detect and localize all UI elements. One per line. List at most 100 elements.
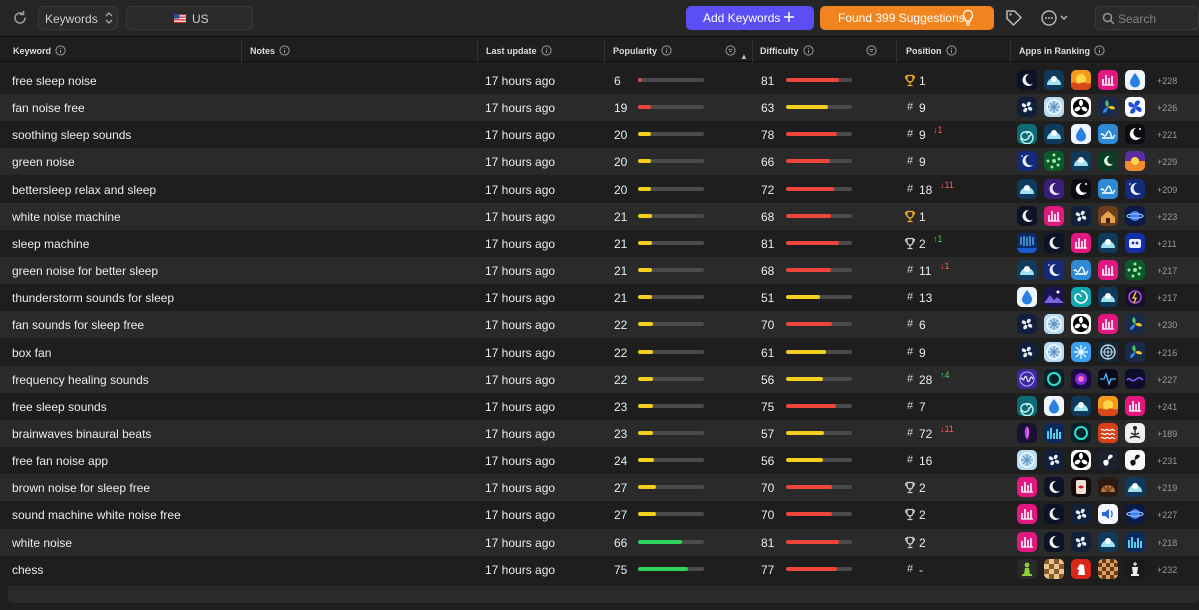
mountain-night-app-icon[interactable] (1044, 287, 1064, 308)
column-last-update[interactable]: Last update (473, 40, 605, 62)
table-row[interactable]: thunderstorm sounds for sleep 17 hours ag… (0, 284, 1199, 312)
sunset-waves-app-icon[interactable] (1071, 70, 1091, 90)
speaker-blue-app-icon[interactable] (1098, 504, 1118, 525)
pawn-green-app-icon[interactable] (1017, 558, 1037, 579)
fan-bw-app-icon[interactable] (1071, 314, 1091, 335)
table-row[interactable]: soothing sleep sounds 17 hours ago 20 78 #9 ↓… (0, 121, 1199, 149)
info-icon[interactable] (802, 45, 814, 56)
fan-dark-app-icon[interactable] (1017, 341, 1037, 362)
found-suggestions-button[interactable]: Found 399 Suggestions (820, 6, 994, 30)
robot-blue-app-icon[interactable] (1125, 232, 1145, 253)
sleepcast-app-icon[interactable] (1071, 395, 1091, 416)
king-dark-app-icon[interactable] (1125, 558, 1145, 579)
wave-neon-app-icon[interactable] (1125, 368, 1145, 389)
info-icon[interactable] (279, 45, 290, 56)
white-noise-pink-app-icon[interactable] (1071, 232, 1091, 253)
table-row[interactable]: fan noise free 17 hours ago 19 63 #9 +226 (0, 94, 1199, 122)
white-noise-pink-app-icon[interactable] (1125, 395, 1145, 416)
column-apps-in-ranking[interactable]: Apps in Ranking (1006, 40, 1199, 62)
white-noise-pink-app-icon[interactable] (1098, 314, 1118, 335)
sleepcast-app-icon[interactable] (1017, 178, 1037, 199)
moon-navy-app-icon[interactable] (1125, 178, 1145, 199)
country-select[interactable]: US (126, 6, 253, 30)
swirl-teal-app-icon[interactable] (1071, 287, 1091, 308)
white-noise-pink-app-icon[interactable] (1044, 205, 1064, 226)
moon-star-dark-app-icon[interactable] (1125, 124, 1145, 145)
moon-green-app-icon[interactable] (1098, 151, 1118, 172)
search-input[interactable] (1118, 11, 1196, 27)
sleepcast-app-icon[interactable] (1098, 287, 1118, 308)
column-popularity[interactable]: Popularity ▲ (600, 40, 753, 62)
info-icon[interactable] (1094, 45, 1105, 56)
add-keywords-button[interactable]: Add Keywords (686, 6, 814, 30)
white-noise-pink-app-icon[interactable] (1098, 260, 1118, 281)
bettersleep-drop-app-icon[interactable] (1044, 395, 1064, 416)
table-row[interactable]: white noise machine 17 hours ago 21 68 1 +223 (0, 202, 1199, 230)
figure-purple-app-icon[interactable] (1017, 422, 1037, 443)
bettersleep-drop-app-icon[interactable] (1071, 124, 1091, 145)
fan-dark-app-icon[interactable] (1044, 450, 1064, 471)
sleep-moon-app-icon[interactable] (1044, 504, 1064, 525)
fan-dark-app-icon[interactable] (1017, 314, 1037, 335)
sleepcast-app-icon[interactable] (1071, 151, 1091, 172)
fan-dark-app-icon[interactable] (1017, 97, 1037, 118)
table-row[interactable]: box fan 17 hours ago 22 61 #9 +216 (0, 338, 1199, 366)
mode-select[interactable]: Keywords (38, 6, 118, 30)
table-row[interactable]: sound machine white noise free 17 hours a… (0, 501, 1199, 529)
snowflake-fan-app-icon[interactable] (1044, 97, 1064, 118)
column-keyword[interactable]: Keyword (0, 40, 242, 62)
fan-blue-app-icon[interactable] (1125, 97, 1145, 118)
fan-bw-app-icon[interactable] (1071, 450, 1091, 471)
filter-icon[interactable] (866, 45, 877, 56)
fan-dark-app-icon[interactable] (1071, 504, 1091, 525)
board-wood-app-icon[interactable] (1044, 558, 1064, 579)
table-row[interactable]: bettersleep relax and sleep 17 hours ago 2… (0, 175, 1199, 203)
white-noise-pink-app-icon[interactable] (1017, 504, 1037, 525)
fan-dark-app-icon[interactable] (1071, 205, 1091, 226)
table-row[interactable]: free fan noise app 17 hours ago 24 56 #16 +23… (0, 447, 1199, 475)
table-row[interactable]: brown noise for sleep free 17 hours ago 27… (0, 474, 1199, 502)
sleep-moon-app-icon[interactable] (1017, 205, 1037, 226)
knight-red-app-icon[interactable] (1071, 558, 1091, 579)
sleep-moon-app-icon[interactable] (1044, 531, 1064, 552)
table-row[interactable]: green noise for better sleep 17 hours ago… (0, 257, 1199, 285)
table-row[interactable]: fan sounds for sleep free 17 hours ago 22 7… (0, 311, 1199, 339)
sleepcast-app-icon[interactable] (1044, 70, 1064, 90)
moon-star-dark-app-icon[interactable] (1071, 178, 1091, 199)
white-noise-pink-app-icon[interactable] (1098, 70, 1118, 90)
white-noise-pink-app-icon[interactable] (1017, 477, 1037, 498)
meditation-light-app-icon[interactable] (1125, 422, 1145, 443)
rain-blue-app-icon[interactable] (1017, 232, 1037, 253)
info-icon[interactable] (55, 45, 66, 56)
shell-brown-app-icon[interactable] (1098, 477, 1118, 498)
fan-ring-app-icon[interactable] (1098, 341, 1118, 362)
wave-blue-app-icon[interactable] (1098, 124, 1118, 145)
filter-icon[interactable] (725, 45, 736, 56)
horizontal-scrollbar[interactable] (8, 586, 1199, 603)
wave-purple-app-icon[interactable] (1017, 368, 1037, 389)
lips-dark-app-icon[interactable] (1071, 477, 1091, 498)
wave-blue-app-icon[interactable] (1098, 178, 1118, 199)
fan-bw-app-icon[interactable] (1071, 97, 1091, 118)
table-row[interactable]: chess 17 hours ago 75 77 # - +232 (0, 555, 1199, 583)
leaf-fan-app-icon[interactable] (1125, 341, 1145, 362)
wave-orange-app-icon[interactable] (1098, 422, 1118, 443)
ring-teal-app-icon[interactable] (1071, 422, 1091, 443)
spiral-teal-app-icon[interactable] (1017, 124, 1037, 145)
sleepcast-app-icon[interactable] (1098, 531, 1118, 552)
table-row[interactable]: free sleep sounds 17 hours ago 23 75 #7 +241 (0, 392, 1199, 420)
equalizer-blue-app-icon[interactable] (1125, 531, 1145, 552)
sleep-moon-app-icon[interactable] (1044, 232, 1064, 253)
green-dots-app-icon[interactable] (1125, 260, 1145, 281)
sleepcast-app-icon[interactable] (1044, 124, 1064, 145)
snowflake-fan-app-icon[interactable] (1017, 450, 1037, 471)
table-row[interactable]: green noise 17 hours ago 20 66 #9 +229 (0, 148, 1199, 176)
table-row[interactable]: frequency healing sounds 17 hours ago 22 56… (0, 365, 1199, 393)
info-icon[interactable] (540, 45, 552, 56)
refresh-icon[interactable] (10, 8, 30, 28)
column-difficulty[interactable]: Difficulty (747, 40, 897, 62)
planet-blue-app-icon[interactable] (1125, 205, 1145, 226)
storm-dark-app-icon[interactable] (1125, 287, 1145, 308)
board-brown-app-icon[interactable] (1098, 558, 1118, 579)
sunset-waves-app-icon[interactable] (1098, 395, 1118, 416)
